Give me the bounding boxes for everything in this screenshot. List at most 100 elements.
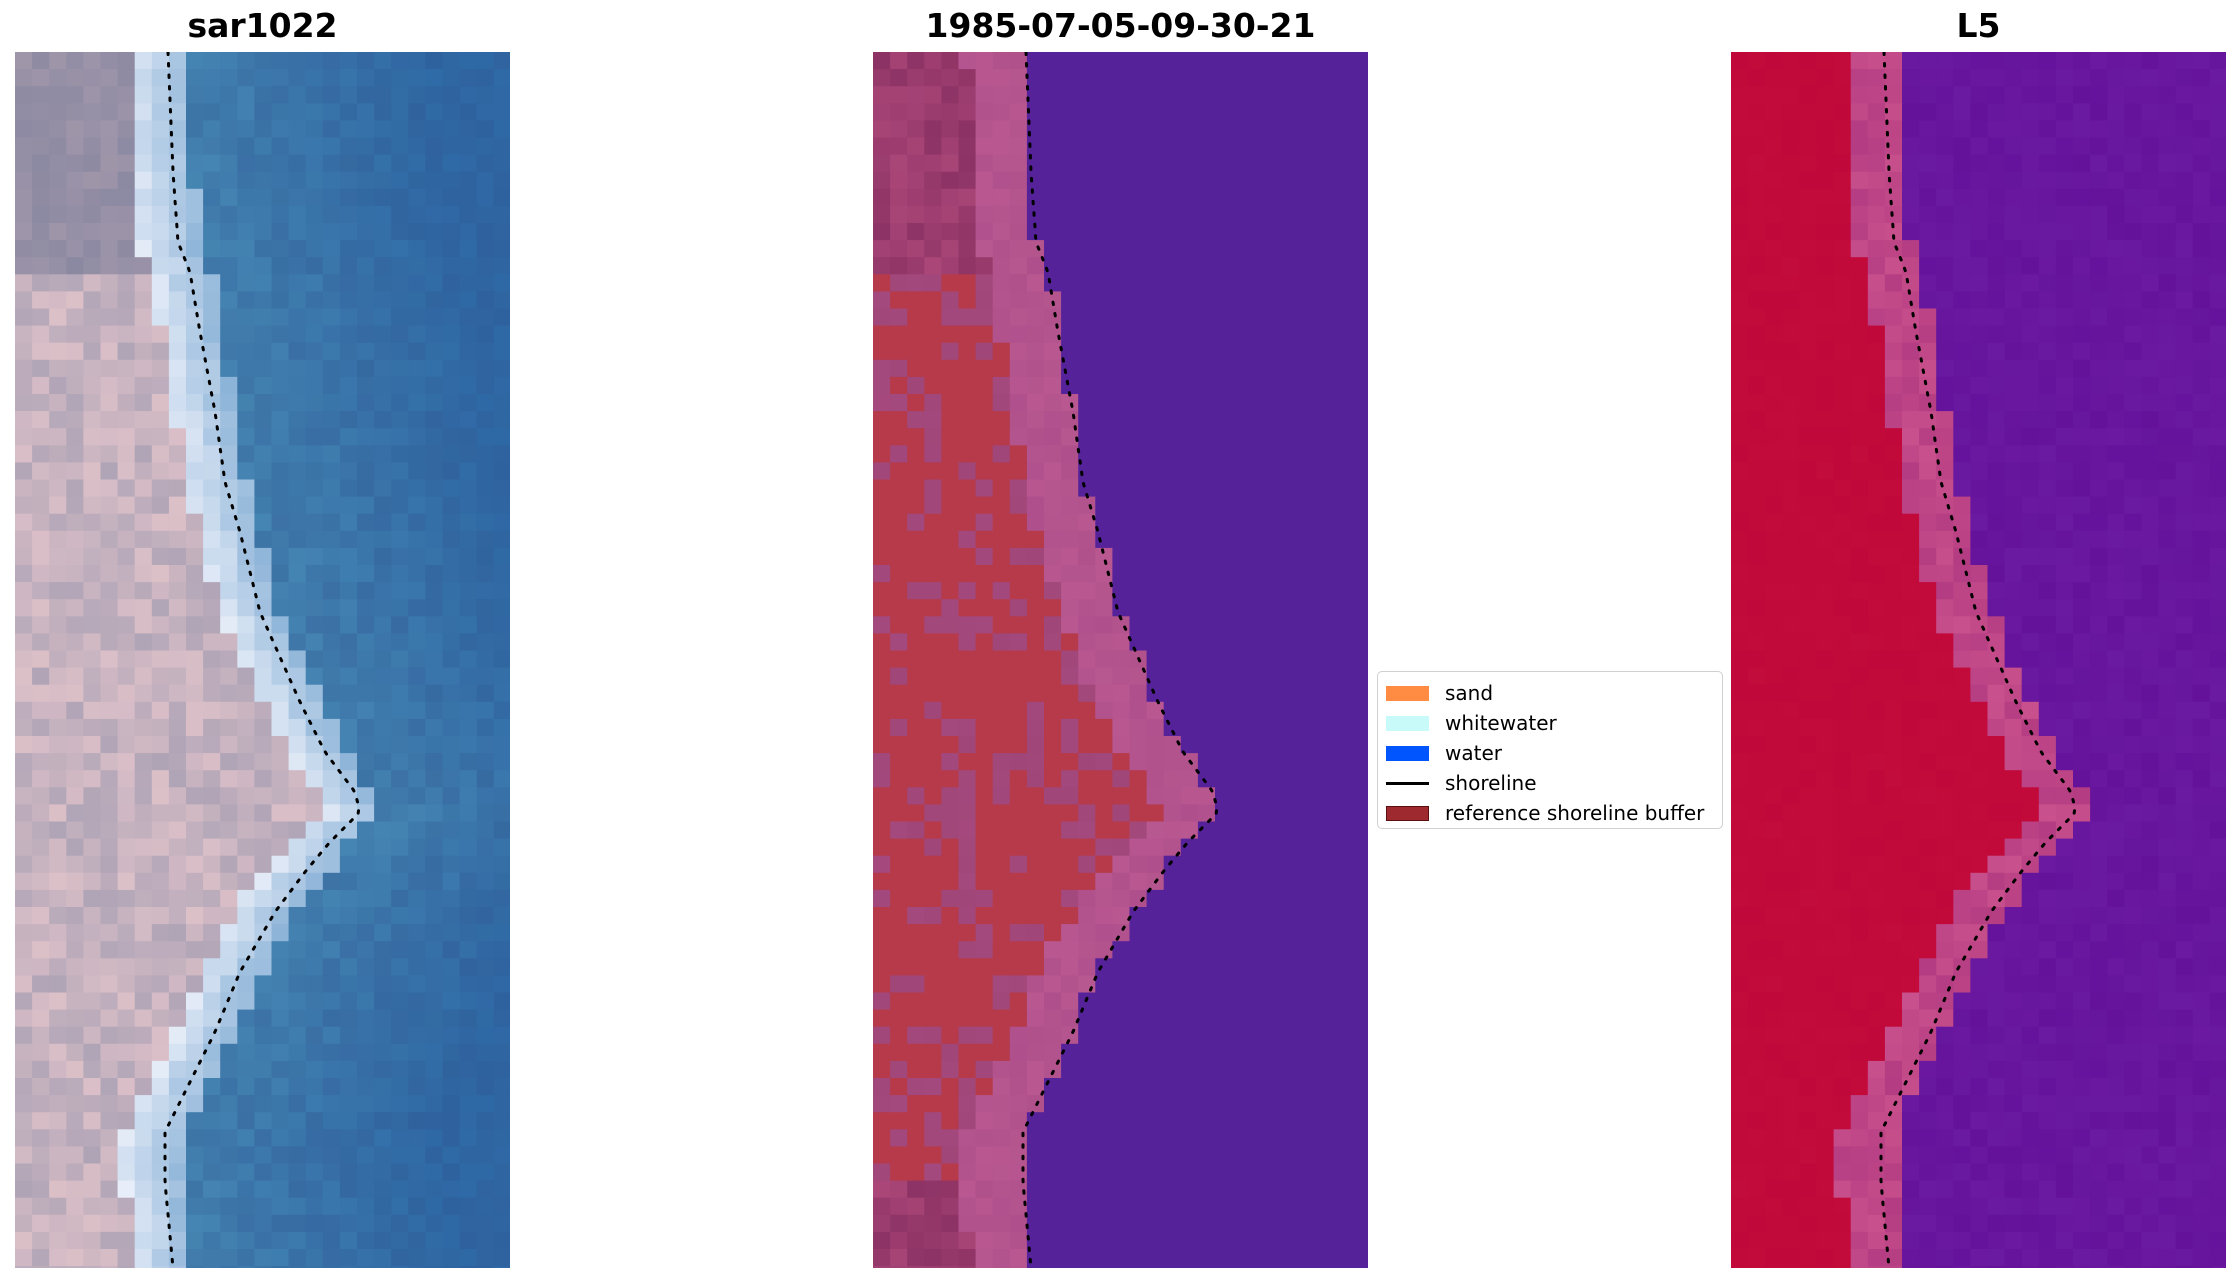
pixel-cell	[1180, 565, 1199, 583]
pixel-cell	[1970, 257, 1989, 275]
pixel-cell	[1232, 120, 1250, 139]
pixel-cell	[49, 171, 67, 190]
pixel-cell	[2107, 103, 2125, 121]
pixel-cell	[1129, 975, 1148, 994]
pixel-cell	[1197, 599, 1216, 617]
pixel-cell	[15, 69, 33, 87]
pixel-cell	[1283, 1129, 1302, 1147]
pixel-cell	[975, 975, 994, 994]
pixel-cell	[1009, 701, 1028, 720]
pixel-cell	[1061, 650, 1079, 669]
pixel-cell	[15, 223, 33, 241]
pixel-cell	[15, 1197, 33, 1216]
pixel-cell	[374, 325, 392, 344]
pixel-cell	[1283, 1231, 1302, 1250]
pixel-cell	[1095, 1146, 1113, 1165]
pixel-cell	[168, 1043, 187, 1062]
pixel-cell	[220, 428, 238, 446]
pixel-cell	[1300, 1009, 1319, 1028]
pixel-cell	[271, 633, 290, 652]
pixel-cell	[391, 325, 409, 344]
pixel-cell	[1816, 52, 1835, 70]
pixel-cell	[100, 770, 119, 788]
pixel-cell	[1078, 411, 1096, 429]
pixel-cell	[339, 394, 358, 412]
pixel-cell	[476, 924, 495, 942]
pixel-cell	[15, 599, 33, 617]
pixel-cell	[32, 924, 50, 942]
pixel-cell	[49, 1060, 67, 1079]
pixel-cell	[357, 120, 375, 139]
pixel-cell	[254, 154, 273, 173]
pixel-cell	[322, 530, 341, 549]
pixel-cell	[1782, 445, 1800, 463]
pixel-cell	[1163, 308, 1182, 327]
pixel-cell	[339, 530, 358, 549]
pixel-cell	[459, 376, 478, 395]
pixel-cell	[408, 1043, 426, 1062]
pixel-cell	[442, 411, 461, 429]
pixel-cell	[288, 667, 307, 686]
pixel-cell	[237, 342, 255, 361]
pixel-cell	[1300, 1180, 1319, 1199]
pixel-cell	[1163, 616, 1182, 634]
pixel-cell	[1816, 205, 1835, 224]
pixel-cell	[1009, 308, 1028, 327]
pixel-cell	[1249, 240, 1267, 258]
pixel-cell	[15, 325, 33, 344]
pixel-cell	[1987, 394, 2006, 412]
pixel-cell	[1197, 445, 1216, 463]
pixel-cell	[168, 855, 187, 874]
pixel-cell	[1283, 1009, 1302, 1028]
pixel-cell	[476, 1009, 495, 1028]
pixel-cell	[100, 428, 119, 446]
pixel-cell	[220, 787, 238, 805]
pixel-cell	[391, 137, 409, 156]
pixel-cell	[425, 684, 444, 703]
pixel-cell	[1833, 394, 1852, 412]
pixel-cell	[1902, 257, 1920, 275]
pixel-cell	[203, 1180, 221, 1199]
pixel-cell	[1061, 1078, 1079, 1096]
pixel-cell	[1163, 1129, 1182, 1147]
pixel-cell	[958, 855, 977, 874]
pixel-cell	[1180, 1266, 1199, 1268]
pixel-cell	[1095, 154, 1113, 173]
pixel-cell	[49, 445, 67, 463]
pixel-cell	[1163, 821, 1182, 840]
pixel-cell	[873, 907, 891, 925]
pixel-cell	[2004, 154, 2023, 173]
pixel-cell	[442, 907, 461, 925]
pixel-cell	[1026, 650, 1045, 669]
pixel-cell	[1044, 69, 1062, 87]
pixel-cell	[203, 684, 221, 703]
pixel-cell	[1300, 86, 1319, 104]
pixel-cell	[186, 240, 204, 258]
pixel-cell	[1782, 496, 1800, 515]
pixel-cell	[1850, 325, 1869, 344]
pixel-cell	[408, 599, 426, 617]
pixel-cell	[151, 736, 170, 754]
pixel-cell	[1095, 240, 1113, 258]
pixel-cell	[2055, 394, 2074, 412]
pixel-cell	[322, 924, 341, 942]
pixel-cell	[992, 1231, 1011, 1250]
pixel-cell	[374, 1078, 392, 1096]
pixel-cell	[168, 889, 187, 908]
pixel-cell	[941, 1095, 960, 1113]
pixel-cell	[425, 941, 444, 959]
pixel-cell	[100, 889, 119, 908]
pixel-cell	[890, 1180, 908, 1199]
pixel-cell	[1197, 582, 1216, 600]
pixel-cell	[305, 86, 324, 104]
pixel-cell	[1334, 359, 1353, 378]
pixel-cell	[958, 291, 977, 310]
pixel-cell	[1833, 462, 1852, 481]
pixel-cell	[408, 1266, 426, 1268]
pixel-cell	[1283, 137, 1302, 156]
pixel-cell	[1799, 462, 1818, 481]
pixel-cell	[1300, 1112, 1319, 1130]
pixel-cell	[357, 1043, 375, 1062]
pixel-cell	[2073, 411, 2091, 429]
pixel-cell	[83, 308, 102, 327]
